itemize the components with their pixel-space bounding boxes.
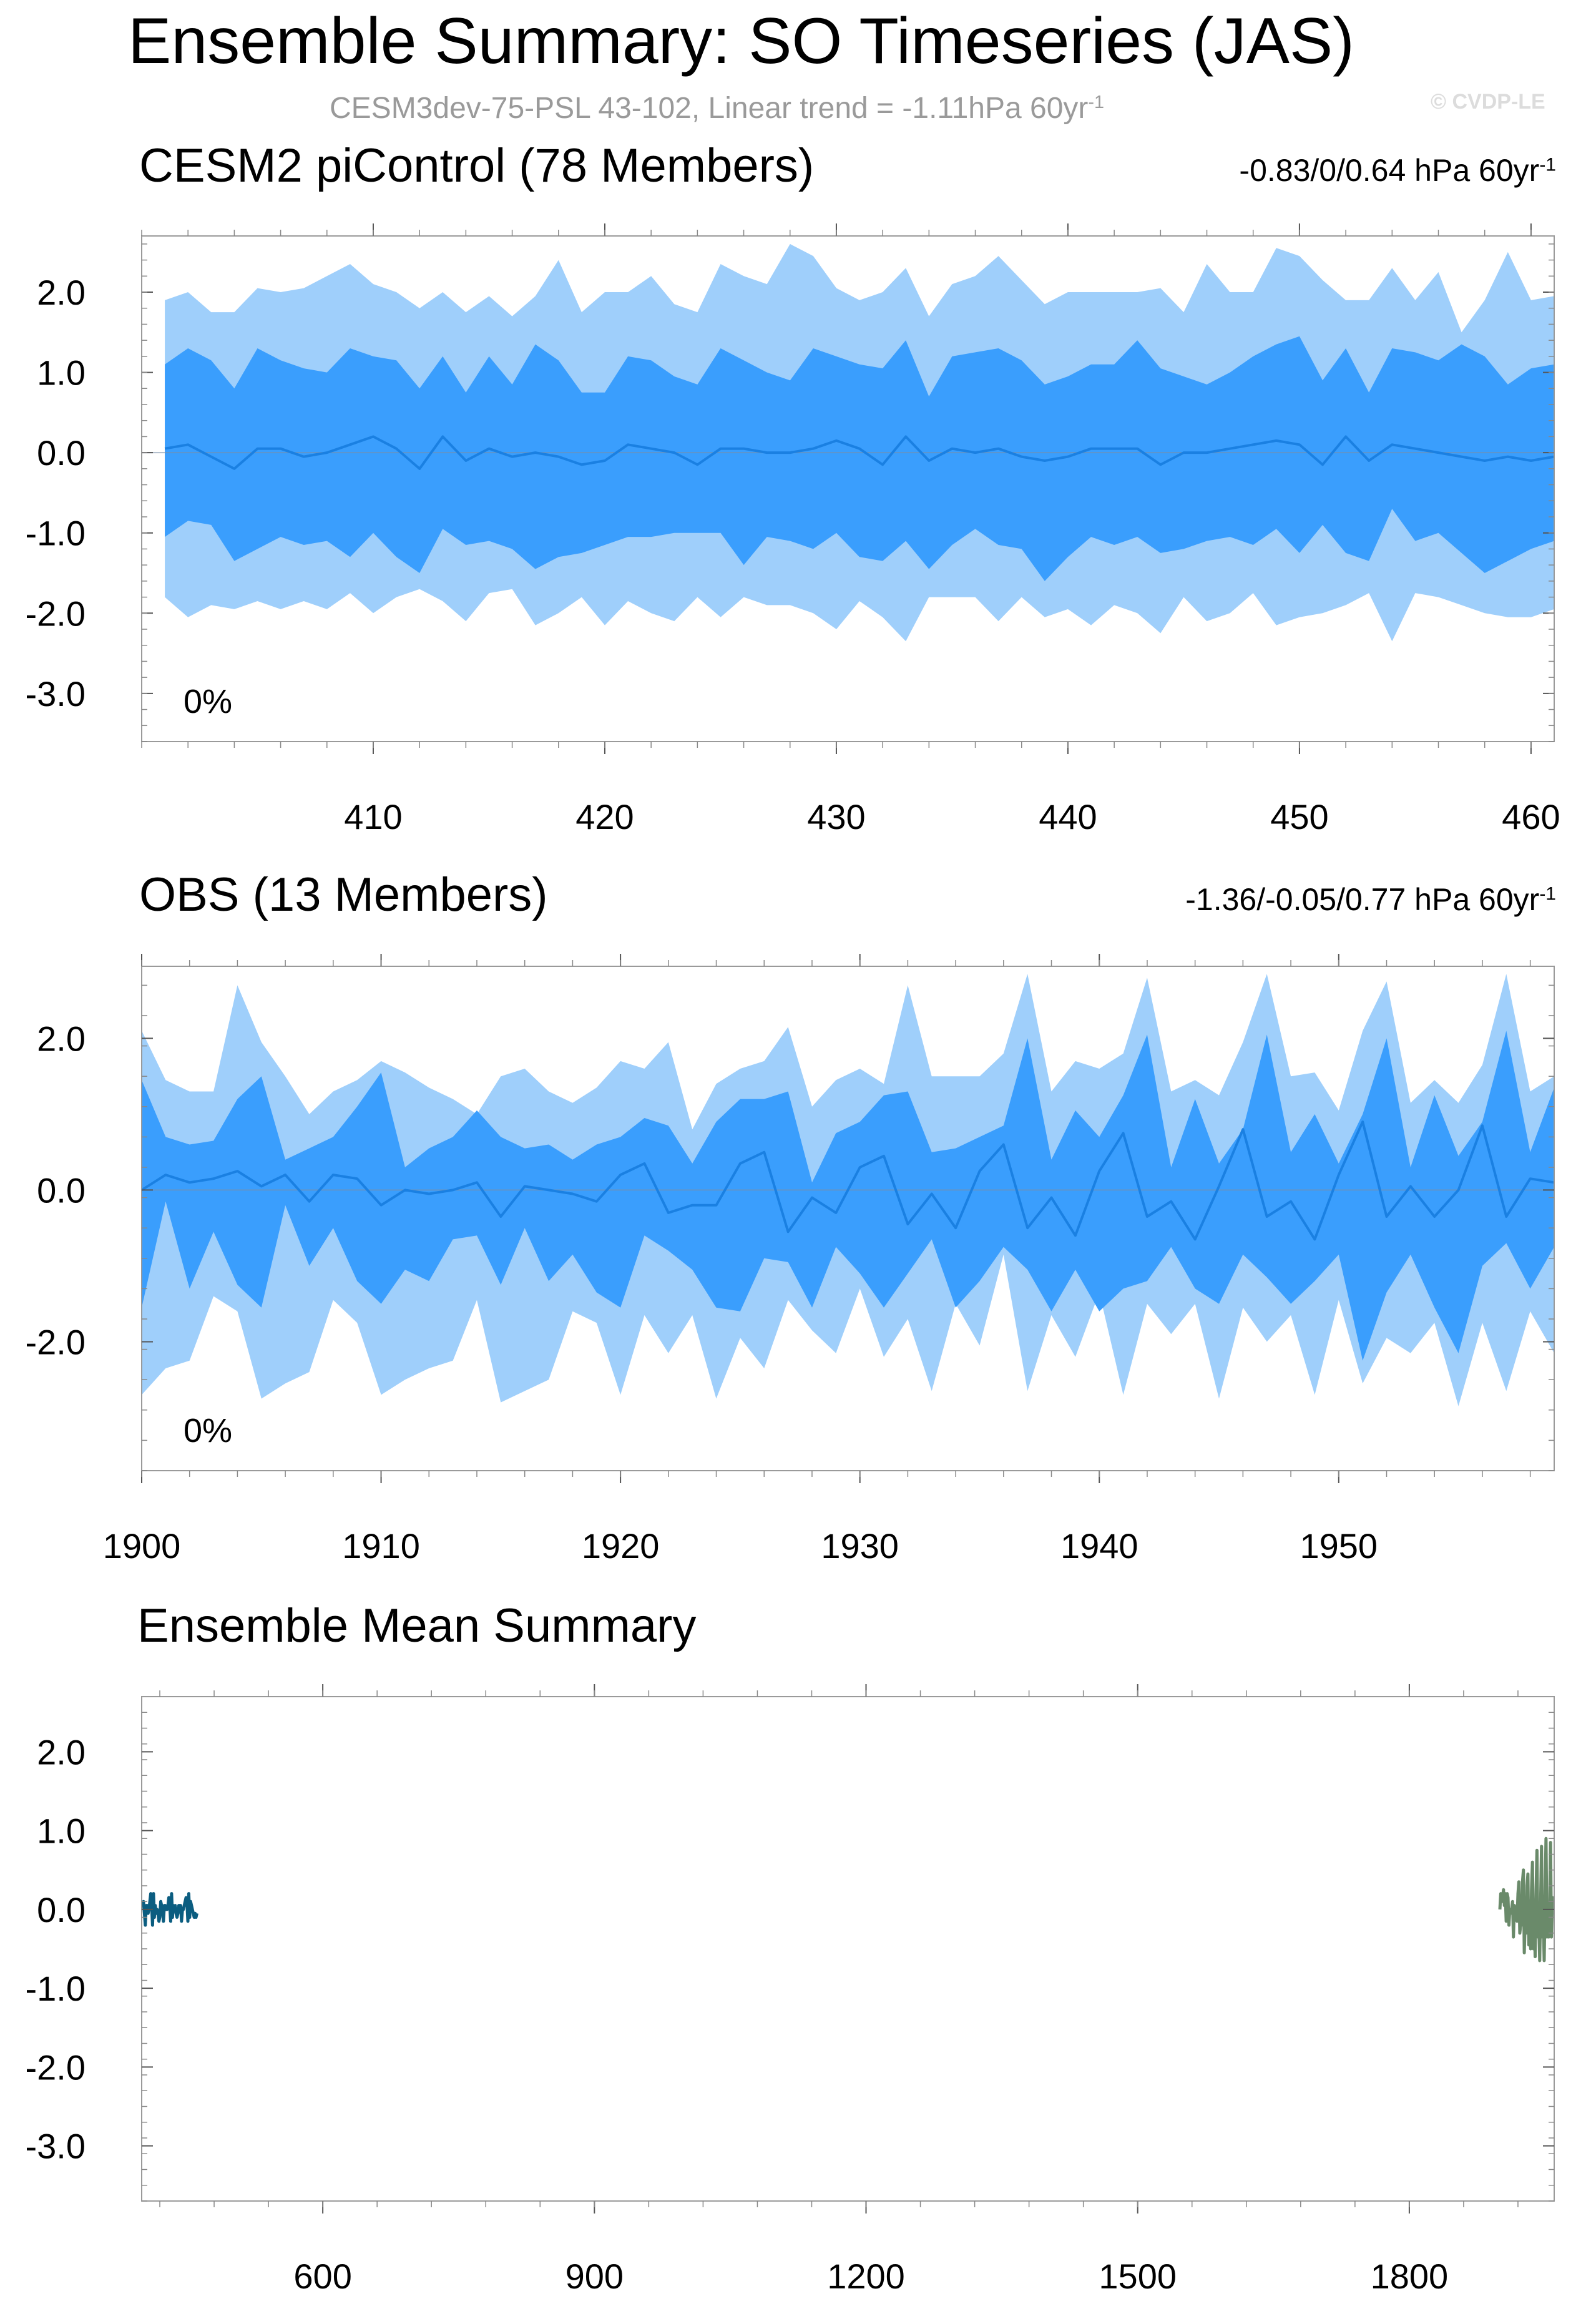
panel2-ytick-label: 0.0 <box>37 1170 86 1210</box>
panel1-ytick-label: -3.0 <box>26 674 86 713</box>
panel1-xtick-label: 450 <box>1270 797 1328 836</box>
panel2-ytick-label: 2.0 <box>37 1019 86 1058</box>
panel2-mean-line <box>140 1120 1555 1241</box>
summary-obs-mean-line <box>1498 1836 1555 1963</box>
panel1-xtick-label: 420 <box>575 797 634 836</box>
summary-cesm-mean-line <box>141 1892 198 1927</box>
panel1-xtick-label: 430 <box>807 797 865 836</box>
watermark-label: © CVDP-LE <box>1431 90 1545 114</box>
panel2-xtick-label: 1930 <box>821 1526 899 1566</box>
panel3-title: Ensemble Mean Summary <box>137 1599 697 1652</box>
panel3-xtick-label: 1500 <box>1099 2257 1177 2296</box>
subtitle-superscript: -1 <box>1088 92 1104 113</box>
panel3-ytick-label: 2.0 <box>37 1732 86 1772</box>
panel2-xtick-label: 1940 <box>1060 1526 1138 1566</box>
panel2-trend-sup: -1 <box>1539 883 1556 905</box>
panel2-title: OBS (13 Members) <box>139 868 548 921</box>
panel2-trend: -1.36/-0.05/0.77 hPa 60yr-1 <box>1185 884 1556 915</box>
page-title: Ensemble Summary: SO Timeseries (JAS) <box>128 5 1354 77</box>
panel1-inner-band <box>165 336 1554 581</box>
chart-subtitle: CESM3dev-75-PSL 43-102, Linear trend = -… <box>330 94 1104 124</box>
panel3-xtick-label: 600 <box>293 2257 351 2296</box>
panel1-title: CESM2 piControl (78 Members) <box>139 139 815 192</box>
panel1-percent-annotation: 0% <box>184 683 232 720</box>
panel2-xtick-label: 1900 <box>103 1526 181 1566</box>
panel1-trend-text: -0.83/0/0.64 hPa 60yr <box>1239 153 1540 188</box>
panel3-xtick-label: 1200 <box>827 2257 905 2296</box>
panel1-ytick-label: 0.0 <box>37 433 86 473</box>
panel1-plot-frame <box>141 235 1555 742</box>
panel2-percent-annotation: 0% <box>184 1412 232 1449</box>
panel3-ytick-label: -3.0 <box>26 2127 86 2166</box>
panel1-trend: -0.83/0/0.64 hPa 60yr-1 <box>1239 155 1556 186</box>
panel3-xtick-label: 1800 <box>1371 2257 1449 2296</box>
panel2-trend-text: -1.36/-0.05/0.77 hPa 60yr <box>1185 882 1540 917</box>
panel3-ytick-label: -1.0 <box>26 1969 86 2008</box>
panel1-ytick-label: 2.0 <box>37 273 86 312</box>
panel3-plot-frame <box>141 1696 1555 2202</box>
panel1-xtick-label: 460 <box>1502 797 1560 836</box>
panel2-ytick-label: -2.0 <box>26 1322 86 1361</box>
panel2-xtick-label: 1920 <box>582 1526 660 1566</box>
panel1-ytick-label: -1.0 <box>26 514 86 553</box>
panel2-inner-band <box>142 1031 1554 1361</box>
panel3-xtick-label: 900 <box>565 2257 624 2296</box>
panel2-plot-frame <box>141 966 1555 1471</box>
panel2-xtick-label: 1910 <box>342 1526 420 1566</box>
panel3-ytick-label: -2.0 <box>26 2047 86 2087</box>
panel1-xtick-label: 440 <box>1039 797 1097 836</box>
subtitle-text: CESM3dev-75-PSL 43-102, Linear trend = -… <box>330 92 1089 125</box>
panel3-ytick-label: 0.0 <box>37 1890 86 1929</box>
panel1-trend-sup: -1 <box>1539 154 1556 175</box>
panel1-ytick-label: 1.0 <box>37 353 86 393</box>
panel1-mean-line <box>164 435 1555 470</box>
panel2-xtick-label: 1950 <box>1300 1526 1378 1566</box>
panel3-ytick-label: 1.0 <box>37 1811 86 1851</box>
panel1-ytick-label: -2.0 <box>26 594 86 633</box>
panel1-xtick-label: 410 <box>344 797 402 836</box>
